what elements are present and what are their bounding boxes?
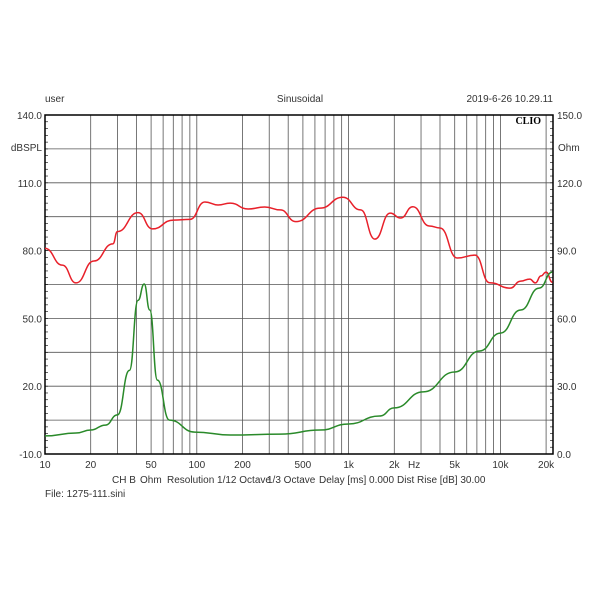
footer-channel: CH B (112, 475, 136, 486)
x-tick-label: 2k (389, 460, 401, 471)
footer-dist-rise: Dist Rise [dB] 30.00 (397, 475, 486, 486)
y-left-tick-label: 50.0 (23, 314, 43, 325)
y-right-tick-label: 120.0 (557, 179, 582, 190)
clio-logo: CLIO (515, 116, 541, 127)
y-right-tick-label: 90.0 (557, 247, 577, 258)
left-axis-label: dBSPL (11, 143, 43, 154)
x-unit-label: Hz (408, 460, 420, 471)
y-right-tick-label: 150.0 (557, 111, 582, 122)
y-right-tick-label: 0.0 (557, 450, 571, 461)
right-axis-label: Ohm (558, 143, 580, 154)
footer-unit: Ohm (140, 475, 162, 486)
header-right: 2019-6-26 10.29.11 (466, 94, 553, 105)
x-tick-label: 100 (188, 460, 205, 471)
x-tick-label: 5k (449, 460, 461, 471)
y-left-tick-label: 80.0 (23, 247, 43, 258)
impedance-line (44, 271, 553, 437)
y-right-tick-label: 30.0 (557, 382, 577, 393)
y-left-tick-label: 20.0 (23, 382, 43, 393)
x-tick-label: 10 (39, 460, 51, 471)
x-tick-label: 20k (538, 460, 555, 471)
y-left-tick-label: -10.0 (19, 450, 42, 461)
footer-resolution: Resolution 1/12 Octave (167, 475, 271, 486)
y-left-tick-label: 140.0 (17, 111, 42, 122)
x-tick-label: 10k (492, 460, 509, 471)
x-tick-label: 200 (234, 460, 251, 471)
x-tick-label: 20 (85, 460, 97, 471)
x-tick-label: 50 (146, 460, 158, 471)
spl-response-line (44, 196, 553, 289)
y-left-tick-label: 110.0 (18, 179, 43, 190)
x-tick-label: 1k (343, 460, 355, 471)
footer-file: File: 1275-111.sini (45, 489, 125, 500)
footer-delay: Delay [ms] 0.000 (319, 475, 394, 486)
header-left: user (45, 94, 65, 105)
footer-smoothing: 1/3 Octave (267, 475, 316, 486)
x-tick-label: 500 (295, 460, 312, 471)
y-right-tick-label: 60.0 (557, 314, 577, 325)
header-center: Sinusoidal (277, 94, 323, 105)
